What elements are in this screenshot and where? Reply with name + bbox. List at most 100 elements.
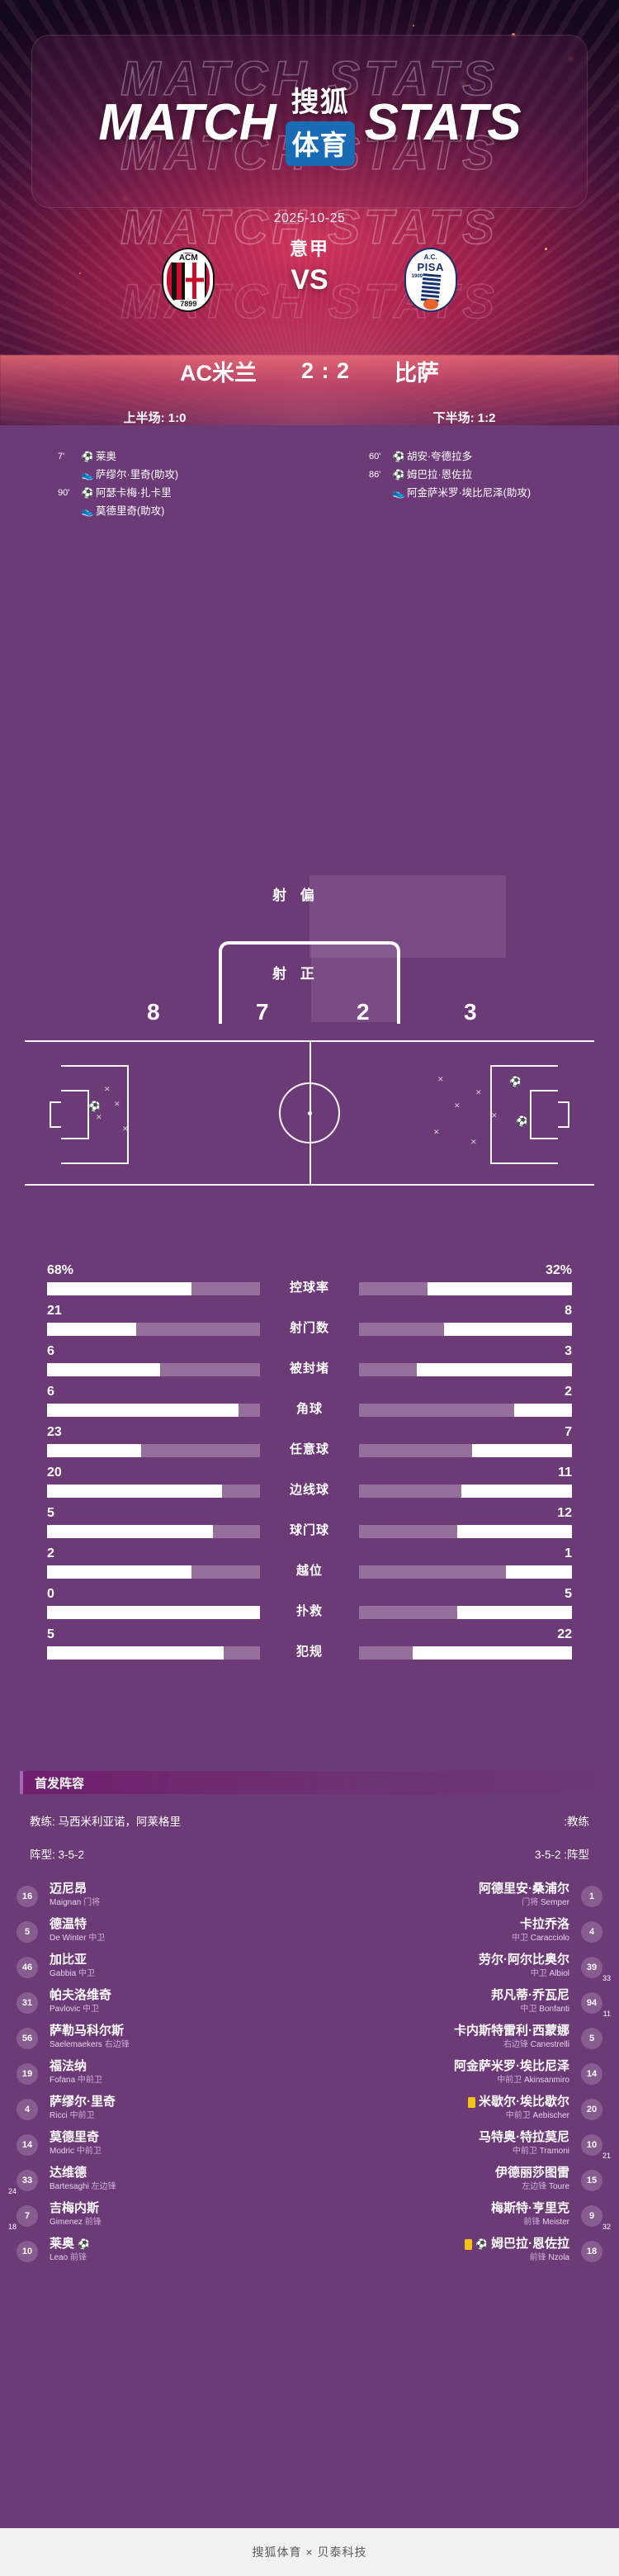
- home-player[interactable]: 莱奥 ⚽ Leao 前锋: [12, 2237, 292, 2263]
- away-shirt-number: 18: [581, 2241, 602, 2262]
- event-player: 阿瑟卡梅·扎卡里: [96, 487, 172, 499]
- player-row[interactable]: 10 莱奥 ⚽ Leao 前锋 18 ⚽ 姆巴拉·恩佐拉 前锋 Nzola: [0, 2237, 619, 2272]
- home-stat-bar: [47, 1444, 260, 1457]
- event-player: 阿金萨米罗·埃比尼泽(助攻): [407, 487, 531, 499]
- away-sub-number: 32: [602, 2223, 611, 2231]
- home-player[interactable]: 德温特 De Winter 中卫: [12, 1917, 292, 1944]
- player-name: 吉梅内斯: [50, 2201, 100, 2215]
- away-player[interactable]: 阿金萨米罗·埃比尼泽 中前卫 Akinsanmiro: [327, 2059, 607, 2086]
- away-player[interactable]: 马特奥·特拉莫尼 中前卫 Tramoni: [327, 2130, 607, 2157]
- away-stat-value: 11: [558, 1466, 572, 1480]
- away-player[interactable]: ⚽ 姆巴拉·恩佐拉 前锋 Nzola: [327, 2237, 607, 2263]
- player-row[interactable]: 14 莫德里奇 Modric 中前卫 10 21 马特奥·特拉莫尼 中前卫 Tr…: [0, 2130, 619, 2166]
- event-player: 莫德里奇(助攻): [96, 505, 165, 517]
- away-team-crest: A.C. PISA 1909: [404, 248, 457, 312]
- away-player[interactable]: 梅斯特·亨里克 前锋 Meister: [327, 2201, 607, 2228]
- player-name-en: Aebischer: [532, 2111, 569, 2120]
- stat-label: 控球率: [289, 1281, 329, 1295]
- stat-label: 扑救: [295, 1604, 323, 1618]
- goal-event-row: 7' ⚽ 莱奥: [58, 450, 276, 463]
- away-shirt-number: 20: [581, 2099, 602, 2120]
- shot-marker: ✕: [470, 1138, 477, 1146]
- player-row[interactable]: 31 帕夫洛维奇 Pavlovic 中卫 94 11 邦凡蒂·乔瓦尼 中卫 Bo…: [0, 1988, 619, 2024]
- player-name: 阿德里安·桑浦尔: [479, 1882, 569, 1896]
- home-stat-bar: [47, 1565, 260, 1579]
- event-player: 姆巴拉·恩佐拉: [407, 469, 473, 481]
- away-player[interactable]: 米歇尔·埃比歇尔 中前卫 Aebischer: [327, 2095, 607, 2121]
- away-shirt-number: 5: [581, 2028, 602, 2049]
- away-player[interactable]: 伊德丽莎图雷 左边锋 Toure: [327, 2166, 607, 2192]
- player-name-en: Maignan: [50, 1898, 82, 1907]
- away-stat-bar: [359, 1606, 572, 1619]
- player-row[interactable]: 19 福法纳 Fofana 中前卫 14 阿金萨米罗·埃比尼泽 中前卫 Akin…: [0, 2059, 619, 2095]
- home-player[interactable]: 达维德 Bartesaghi 左边锋: [12, 2166, 292, 2192]
- player-name: 萨缪尔·里奇: [50, 2095, 116, 2109]
- yellow-card-icon: [468, 2096, 475, 2108]
- player-name-en: Akinsanmiro: [523, 2076, 569, 2085]
- sohu-logo: 搜狐 体育: [285, 79, 355, 166]
- home-shirt-number: 46: [17, 1957, 38, 1978]
- home-player[interactable]: 萨缪尔·里奇 Ricci 中前卫: [12, 2095, 292, 2121]
- home-player[interactable]: 迈尼昂 Maignan 门将: [12, 1882, 292, 1908]
- away-stat-value: 5: [565, 1587, 572, 1601]
- player-row[interactable]: 16 迈尼昂 Maignan 门将 1 阿德里安·桑浦尔 门将 Semper: [0, 1882, 619, 1917]
- match-league: 意甲: [289, 239, 329, 259]
- home-on-target-count: 7: [256, 999, 269, 1025]
- goal-event-row: 86' ⚽ 姆巴拉·恩佐拉: [369, 468, 586, 481]
- match-header: 2025-10-25 意甲: [0, 211, 619, 261]
- player-position: 中卫: [511, 1934, 528, 1943]
- home-player[interactable]: 莫德里奇 Modric 中前卫: [12, 2130, 292, 2157]
- goal-event-row: 90' ⚽ 阿瑟卡梅·扎卡里: [58, 486, 276, 500]
- lineups-section: 首发阵容 教练: 马西米利亚诺，阿莱格里 :教练 阵型: 3-5-2 3-5-2…: [0, 1771, 619, 2272]
- home-stat-bar: [47, 1646, 260, 1660]
- player-row[interactable]: 4 萨缪尔·里奇 Ricci 中前卫 20 米歇尔·埃比歇尔 中前卫 Aebis…: [0, 2095, 619, 2130]
- away-stat-bar: [359, 1646, 572, 1660]
- player-row[interactable]: 56 萨勒马科尔斯 Saelemaekers 右边锋 5 卡内斯特雷利·西蒙娜 …: [0, 2024, 619, 2059]
- home-stat-value: 2: [47, 1546, 54, 1560]
- title-match: MATCH: [98, 94, 276, 151]
- player-position: 右边锋: [104, 2040, 130, 2049]
- home-player[interactable]: 吉梅内斯 Gimenez 前锋: [12, 2201, 292, 2228]
- away-sub-number: 11: [602, 2010, 611, 2018]
- lineup-section-title: 首发阵容: [20, 1771, 599, 1794]
- formation-row: 阵型: 3-5-2 3-5-2 :阵型: [30, 1845, 589, 1862]
- player-name-en: Meister: [542, 2218, 569, 2227]
- away-stat-bar: [359, 1565, 572, 1579]
- shot-marker: ✕: [96, 1113, 102, 1121]
- player-row[interactable]: 33 24 达维德 Bartesaghi 左边锋 15 伊德丽莎图雷 左边锋 T…: [0, 2166, 619, 2201]
- player-name: 德温特: [50, 1917, 87, 1931]
- away-player[interactable]: 邦凡蒂·乔瓦尼 中卫 Bonfanti: [327, 1988, 607, 2015]
- pitch-center-dot: [307, 1110, 312, 1115]
- home-stat-bar: [47, 1404, 260, 1417]
- home-coach: 教练: 马西米利亚诺，阿莱格里: [30, 1816, 182, 1828]
- away-player[interactable]: 卡拉乔洛 中卫 Caracciolo: [327, 1917, 607, 1944]
- home-player[interactable]: 萨勒马科尔斯 Saelemaekers 右边锋: [12, 2024, 292, 2050]
- away-player[interactable]: 劳尔·阿尔比奥尔 中卫 Albiol: [327, 1953, 607, 1979]
- pitch-goal-box-left: [61, 1090, 89, 1139]
- shot-marker: ✕: [475, 1088, 482, 1096]
- shot-counts: 8 7 2 3: [0, 999, 619, 1042]
- event-minute: 86': [369, 470, 381, 480]
- shot-goal-marker: [516, 1115, 528, 1127]
- shot-on-target-label: 射 正: [272, 966, 319, 982]
- away-player[interactable]: 阿德里安·桑浦尔 门将 Semper: [327, 1882, 607, 1908]
- player-position: 中前卫: [505, 2111, 531, 2120]
- pisa-year-text: 1909: [411, 274, 423, 279]
- player-name-en: Saelemaekers: [50, 2040, 102, 2049]
- player-row[interactable]: 46 加比亚 Gabbia 中卫 39 33 劳尔·阿尔比奥尔 中卫 Albio…: [0, 1953, 619, 1988]
- player-row[interactable]: 5 德温特 De Winter 中卫 4 卡拉乔洛 中卫 Caracciolo: [0, 1917, 619, 1953]
- home-shirt-number: 4: [17, 2099, 38, 2120]
- player-row[interactable]: 7 18 吉梅内斯 Gimenez 前锋 9 32 梅斯特·亨里克 前锋 Mei…: [0, 2201, 619, 2237]
- shot-map-section: 射 偏 射 正 8 7 2 3 ✕ ✕ ✕ ✕ ✕ ✕ ✕ ✕ ✕ ✕: [0, 834, 619, 1222]
- player-position: 前锋: [70, 2253, 87, 2262]
- page-title: MATCH 搜狐 体育 STATS: [0, 79, 619, 166]
- home-player[interactable]: 福法纳 Fofana 中前卫: [12, 2059, 292, 2086]
- footer-bar: 搜狐体育 × 贝泰科技: [0, 2528, 619, 2576]
- home-stat-value: 68%: [47, 1263, 74, 1277]
- away-player[interactable]: 卡内斯特雷利·西蒙娜 右边锋 Canestrelli: [327, 2024, 607, 2050]
- home-player[interactable]: 加比亚 Gabbia 中卫: [12, 1953, 292, 1979]
- home-team-name: AC米兰: [179, 361, 257, 386]
- home-player[interactable]: 帕夫洛维奇 Pavlovic 中卫: [12, 1988, 292, 2015]
- home-shirt-number: 14: [17, 2134, 38, 2156]
- ghost-title-1: MATCH STATS: [120, 51, 499, 107]
